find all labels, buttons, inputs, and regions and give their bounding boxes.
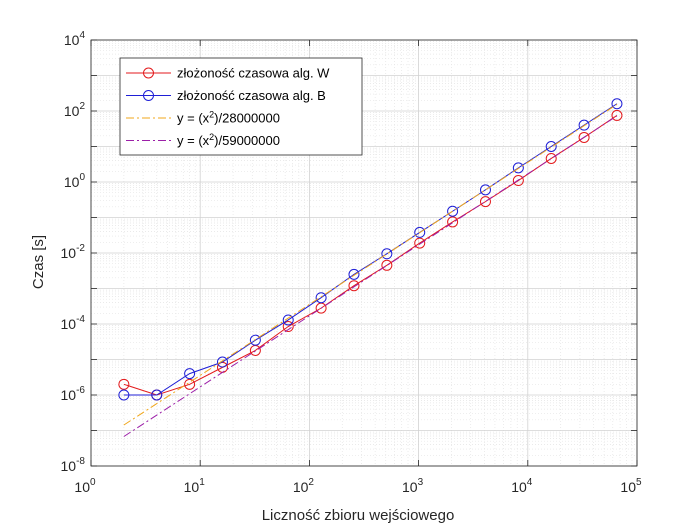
- y-tick-label: 10-8: [61, 456, 86, 474]
- data-point: [348, 280, 360, 292]
- series-line: [123, 115, 618, 396]
- data-point: [151, 389, 163, 401]
- data-point: [184, 378, 196, 390]
- data-point: [118, 378, 130, 390]
- data-point: [315, 292, 327, 304]
- data-point: [545, 152, 557, 164]
- data-point: [512, 175, 524, 187]
- legend-marker: [143, 90, 154, 101]
- data-point: [216, 356, 228, 368]
- legend-marker: [143, 67, 154, 79]
- data-point: [414, 226, 426, 238]
- legend: złożoność czasowa alg. W złożoność czasow…: [119, 57, 363, 156]
- data-point: [381, 259, 393, 271]
- data-point: [282, 321, 294, 333]
- data-point: [447, 205, 459, 217]
- series-line: [123, 103, 618, 426]
- y-tick-label: 10-4: [61, 314, 86, 332]
- x-tick-label: 104: [511, 477, 533, 495]
- data-point: [479, 184, 491, 196]
- legend-label: złożoność czasowa alg. B: [177, 88, 326, 103]
- data-point: [545, 141, 557, 152]
- legend-label: y = (x2)/28000000: [177, 110, 280, 126]
- series-3: [123, 103, 618, 426]
- data-point: [381, 248, 393, 260]
- y-tick-label: 100: [64, 172, 86, 190]
- x-tick-label: 105: [620, 477, 642, 495]
- x-tick-label: 102: [293, 477, 315, 495]
- data-point: [348, 268, 360, 280]
- data-point: [118, 389, 130, 401]
- y-tick-label: 10-2: [61, 243, 86, 261]
- series-2: [118, 98, 623, 401]
- y-tick-label: 102: [64, 101, 86, 119]
- legend-entry: złożoność czasowa alg. B: [126, 88, 326, 103]
- data-point: [479, 196, 491, 208]
- x-tick-label: 103: [402, 477, 424, 495]
- x-tick-label: 101: [184, 477, 206, 495]
- legend-entry: złożoność czasowa alg. W: [126, 66, 330, 81]
- y-tick-label: 10-6: [61, 385, 86, 403]
- data-point: [611, 109, 623, 121]
- data-point: [282, 314, 294, 326]
- data-point: [184, 368, 196, 380]
- series-line: [123, 103, 618, 396]
- x-axis-title: Liczność zbioru wejściowego: [262, 507, 455, 524]
- data-point: [414, 237, 426, 249]
- data-point: [578, 119, 590, 131]
- y-tick-label: 104: [64, 30, 86, 48]
- x-tick-label: 100: [74, 477, 96, 495]
- legend-entry: y = (x2)/59000000: [126, 132, 280, 148]
- data-point: [611, 98, 623, 110]
- data-point: [578, 131, 590, 143]
- legend-label: złożoność czasowa alg. W: [177, 66, 330, 81]
- y-axis-title: Czas [s]: [30, 235, 47, 289]
- legend-box: [119, 57, 363, 156]
- series-line: [123, 115, 618, 437]
- data-point: [447, 216, 459, 228]
- data-point: [512, 162, 524, 174]
- series-4: [123, 115, 618, 437]
- legend-entry: y = (x2)/28000000: [126, 110, 280, 126]
- legend-label: y = (x2)/59000000: [177, 132, 280, 148]
- data-point: [249, 334, 261, 346]
